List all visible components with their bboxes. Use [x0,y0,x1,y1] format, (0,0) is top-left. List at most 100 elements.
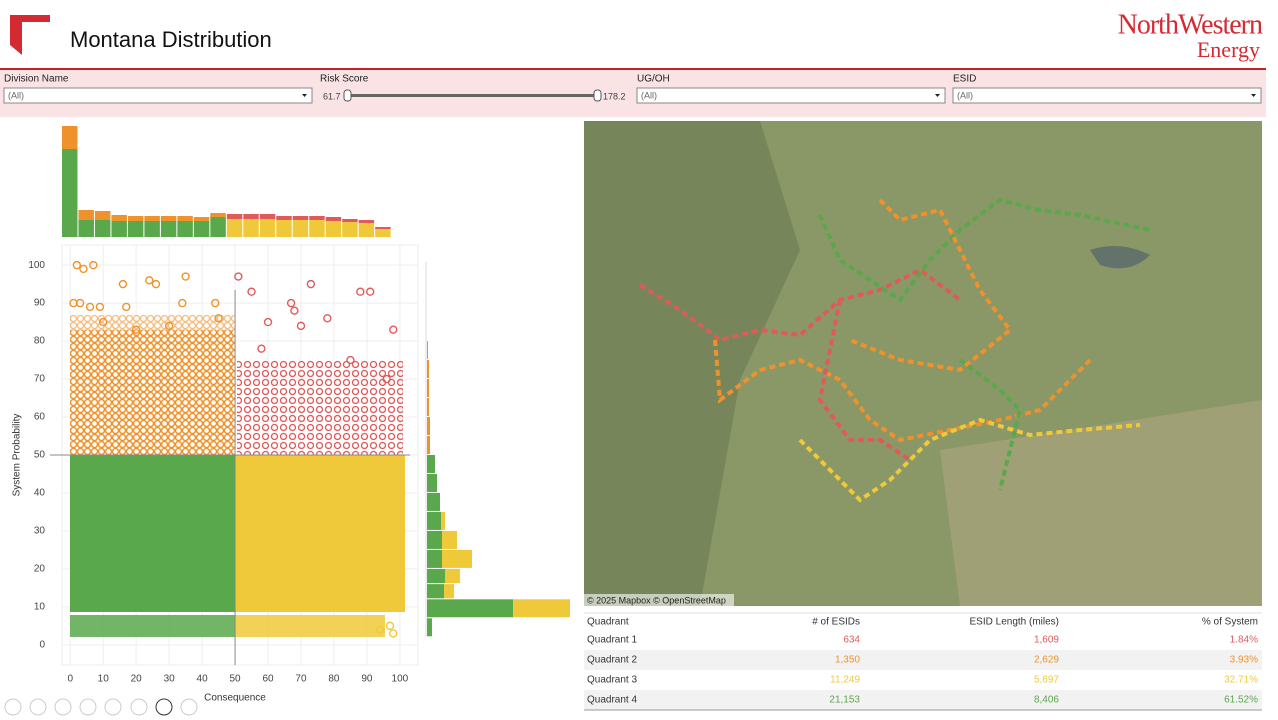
histogram-bar [226,219,243,237]
toolbar-button[interactable] [180,698,198,716]
point [257,344,266,353]
dropdown-value: (All) [641,90,657,100]
attribution-bg [584,594,734,606]
dropdown-arrow [1251,94,1256,97]
dropdown-value: (All) [957,90,973,100]
histogram-bar [160,221,177,237]
point [99,317,108,327]
y-tick-label: 20 [34,564,46,575]
histogram-bar [210,217,226,237]
toolbar-button[interactable] [155,698,173,716]
toolbar-button[interactable] [4,698,22,716]
histogram-bar [325,221,342,237]
map-routes [638,197,1151,503]
toolbar-button[interactable] [54,698,72,716]
table-cell: 21,153 [829,695,860,706]
title: Montana Distribution [70,27,272,52]
point [375,625,385,634]
point [151,279,161,289]
histogram-bar [193,221,210,237]
histogram-bar [259,214,276,219]
histogram-bar [127,221,144,237]
column-header: % of System [1202,617,1258,628]
point [385,621,395,631]
histogram-bar [375,227,391,229]
histogram-bar [441,511,445,530]
table-cell: Quadrant 4 [587,695,637,706]
histogram-bar [427,379,429,398]
point [306,279,316,289]
histogram-bar [427,360,429,379]
dropdown[interactable] [952,87,1262,104]
toolbar-button[interactable] [29,698,47,716]
histogram-bar [444,584,454,599]
histogram-bar [276,220,292,237]
table-cell: 61.52% [1224,695,1258,706]
dropdown-value: (All) [8,90,24,100]
dropdown[interactable] [636,87,946,104]
dropdown[interactable] [3,87,313,104]
dense-region [235,455,405,612]
x-tick-label: 40 [197,674,209,685]
histogram-bar [442,549,472,568]
histogram-bar [325,217,342,221]
toolbar-button[interactable] [79,698,97,716]
histogram-bar [309,216,325,220]
histogram-bar [243,219,259,237]
x-tick-label: 20 [131,674,143,685]
dense-region [235,615,385,637]
histogram-bar [427,618,432,637]
logo-mark [10,15,50,55]
point [234,272,243,281]
point [95,302,105,312]
y-tick-label: 50 [34,450,46,461]
histogram-bar [111,215,127,221]
column-header: ESID Length (miles) [970,617,1059,628]
slider-track [348,94,597,97]
histogram-bar [427,398,429,417]
y-tick-label: 40 [34,488,46,499]
histogram-bar [513,599,570,618]
point [389,325,398,334]
histogram-bar [193,217,210,221]
table-cell: 634 [843,635,860,646]
table-cell: 5,697 [1034,675,1059,686]
point [164,321,174,331]
slider-min: 61.7 [323,91,341,101]
toolbar-button[interactable] [130,698,148,716]
slider-handle[interactable] [343,89,352,102]
column-header: # of ESIDs [812,617,860,628]
histogram-bar [427,530,442,549]
x-axis-label: Consequence [204,693,266,704]
histogram-bar [111,221,127,237]
histogram-bar [427,341,428,360]
point [211,298,220,308]
table-cell: 11,249 [830,675,860,686]
histogram-bar [442,530,457,549]
map-water [1090,246,1150,269]
y-tick-label: 80 [34,336,46,347]
point [382,374,391,384]
x-tick-label: 60 [262,674,274,685]
slider-handle[interactable] [593,89,602,102]
row-band [584,690,1262,710]
filter-label: Risk Score [320,74,369,85]
histogram-bar [177,216,193,221]
point [79,264,88,274]
histogram-bar [427,568,445,584]
histogram-bar [427,455,435,473]
table-cell: 8,406 [1034,695,1059,706]
dropdown-arrow [935,94,940,97]
y-tick-label: 90 [34,298,46,309]
point [263,317,273,327]
point [145,276,154,285]
dense-region [70,455,235,612]
y-tick-label: 30 [34,526,46,537]
point [296,321,306,331]
toolbar-button[interactable] [104,698,122,716]
point [323,314,332,323]
histogram-bar [144,216,160,221]
histogram-bar [144,221,160,237]
x-tick-label: 0 [67,674,73,685]
